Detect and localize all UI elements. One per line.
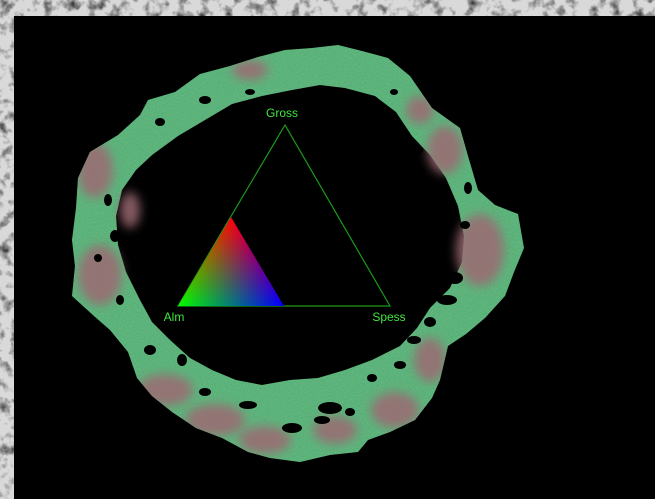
- ternary-color-key: [178, 217, 284, 306]
- inclusion-hole: [390, 89, 398, 95]
- inclusion-hole: [447, 272, 463, 284]
- inclusion-hole: [94, 254, 102, 262]
- inclusion-hole: [413, 146, 423, 154]
- inclusion-hole: [318, 402, 342, 414]
- ternary-key: Gross Alm Spess: [164, 106, 406, 324]
- inclusion-hole: [199, 388, 211, 396]
- almandine-patch: [78, 245, 122, 305]
- inclusion-hole: [437, 295, 457, 305]
- inclusion-hole: [464, 182, 472, 194]
- inclusion-hole: [394, 361, 406, 369]
- almandine-patch: [185, 404, 245, 436]
- inclusion-hole: [436, 256, 444, 264]
- inclusion-hole: [314, 416, 330, 424]
- inclusion-hole: [144, 345, 156, 355]
- almandine-patch: [406, 96, 434, 124]
- inclusion-hole: [424, 317, 436, 327]
- almandine-patch: [456, 214, 504, 286]
- inclusion-hole: [349, 120, 365, 130]
- almandine-patch: [414, 338, 446, 382]
- inclusion-hole: [367, 374, 377, 382]
- almandine-patch: [120, 192, 140, 228]
- vertex-label-top: Gross: [266, 106, 298, 120]
- inclusion-hole: [110, 230, 120, 242]
- vertex-label-left: Alm: [164, 310, 185, 324]
- inclusion-hole: [377, 120, 387, 128]
- inclusion-hole: [425, 188, 439, 204]
- inclusion-hole: [116, 295, 124, 305]
- inclusion-hole: [199, 96, 211, 104]
- inclusion-hole: [407, 336, 421, 344]
- almandine-patch: [427, 126, 463, 174]
- inclusion-hole: [345, 408, 355, 416]
- garnet-ring: [72, 45, 524, 462]
- ring-inclusions: [94, 89, 472, 433]
- almandine-patch: [232, 60, 268, 80]
- almandine-patch: [239, 426, 291, 454]
- inclusion-hole: [177, 354, 187, 366]
- almandine-patch: [371, 392, 419, 428]
- inclusion-hole: [401, 174, 419, 186]
- inclusion-hole: [245, 89, 255, 95]
- inclusion-hole: [155, 118, 165, 126]
- vertex-label-right: Spess: [372, 310, 405, 324]
- inclusion-hole: [104, 194, 112, 206]
- inclusion-hole: [239, 401, 257, 409]
- inclusion-hole: [282, 423, 302, 433]
- inclusion-hole: [460, 221, 470, 229]
